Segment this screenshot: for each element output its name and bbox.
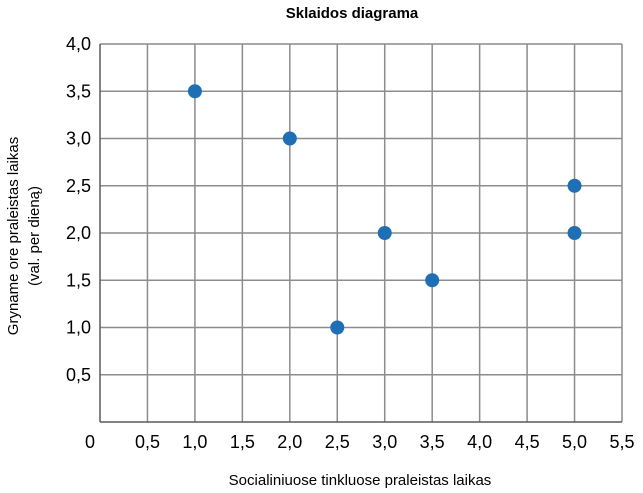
y-tick-label: 0,5 [66,365,91,385]
y-axis-label-line1: Gryname ore praleistas laikas [5,137,22,335]
y-tick-label: 1,5 [66,270,91,290]
x-tick-label: 3,5 [420,432,445,452]
chart-title: Sklaidos diagrama [286,5,419,22]
x-tick-label: 4,5 [515,432,540,452]
x-axis-label: Socialiniuose tinkluose praleistas laika… [229,472,492,489]
data-point [567,226,582,240]
grid [99,43,623,423]
x-tick-label: 1,0 [182,432,207,452]
y-tick-label: 2,0 [66,223,91,243]
y-tick-label: 4,0 [66,34,91,54]
x-tick-label: 3,0 [372,432,397,452]
data-point [187,84,202,99]
x-tick-label: 2,0 [277,432,302,452]
y-tick-label: 2,5 [66,176,91,196]
data-point [330,320,345,335]
data-point [567,178,582,193]
y-axis-label-line2: (val. per dieną) [26,186,43,286]
x-tick-label: 1,5 [230,432,255,452]
y-tick-label: 3,5 [66,81,91,101]
x-tick-label: 5,5 [609,432,634,452]
data-point [282,131,297,146]
data-point [377,226,392,240]
x-tick-labels: 0 0,5 1,0 1,5 2,0 2,5 3,0 3,5 4,0 4,5 5,0 5,5 [85,432,635,452]
x-tick-label: 4,0 [467,432,492,452]
x-tick-label: 2,5 [325,432,350,452]
y-tick-label: 1,0 [66,318,91,338]
y-tick-label: 3,0 [66,129,91,149]
x-tick-label: 0,5 [135,432,160,452]
x-tick-label: 0 [85,432,95,452]
x-tick-label: 5,0 [562,432,587,452]
y-tick-labels: 0,5 1,0 1,5 2,0 2,5 3,0 3,5 4,0 [66,34,91,385]
data-point [425,273,440,288]
data-points [187,84,582,335]
